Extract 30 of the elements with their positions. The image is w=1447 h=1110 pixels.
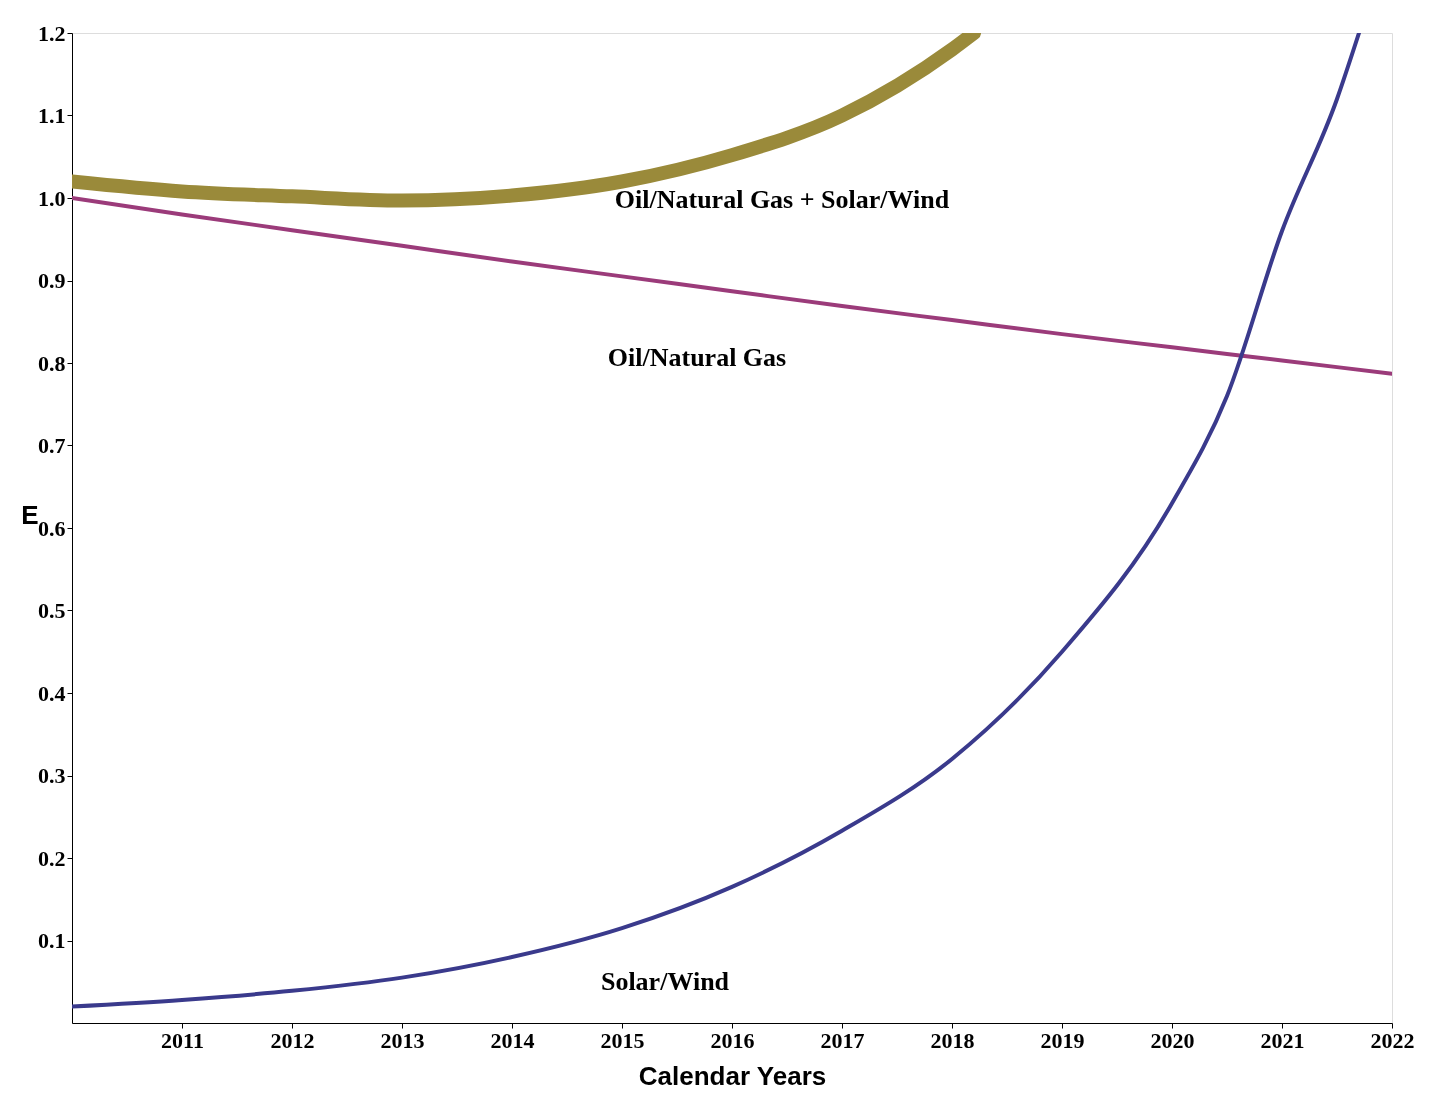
x-tick-label: 2018 xyxy=(930,1027,975,1053)
series-label: Oil/Natural Gas + Solar/Wind xyxy=(614,185,950,215)
y-tick-label: 0.2 xyxy=(38,845,66,871)
x-tick-label: 2013 xyxy=(380,1027,425,1053)
y-tick-label: 0.3 xyxy=(38,763,66,788)
y-tick-label: 0.9 xyxy=(38,268,66,293)
x-tick-label: 2016 xyxy=(710,1027,755,1053)
y-tick-label: 0.6 xyxy=(38,515,66,541)
y-tick-label: 0.1 xyxy=(38,928,66,953)
y-tick-label: 0.4 xyxy=(38,680,66,706)
series-label: Solar/Wind xyxy=(600,967,730,997)
x-tick-label: 2014 xyxy=(490,1027,535,1053)
series-label: Oil/Natural Gas xyxy=(607,343,787,373)
x-tick-label: 2019 xyxy=(1040,1027,1085,1053)
y-axis-title: E xyxy=(21,499,39,530)
x-tick-label: 2017 xyxy=(820,1027,865,1053)
y-tick-label: 0.5 xyxy=(38,598,66,623)
y-tick-label: 1.0 xyxy=(38,185,66,211)
x-tick-label: 2020 xyxy=(1150,1027,1195,1053)
line-series xyxy=(72,33,1361,1009)
y-tick-label: 0.8 xyxy=(38,350,66,376)
x-tick-label: 2015 xyxy=(600,1027,645,1053)
x-tick-label: 2011 xyxy=(161,1027,204,1053)
y-tick-label: 1.1 xyxy=(38,103,66,128)
y-tick-label: 1.2 xyxy=(38,20,66,46)
x-tick-label: 2021 xyxy=(1260,1027,1305,1053)
y-tick-label: 0.7 xyxy=(38,433,66,458)
x-axis-title: Calendar Years xyxy=(638,1060,827,1091)
x-tick-label: 2022 xyxy=(1370,1027,1415,1053)
x-tick-label: 2012 xyxy=(270,1027,315,1053)
